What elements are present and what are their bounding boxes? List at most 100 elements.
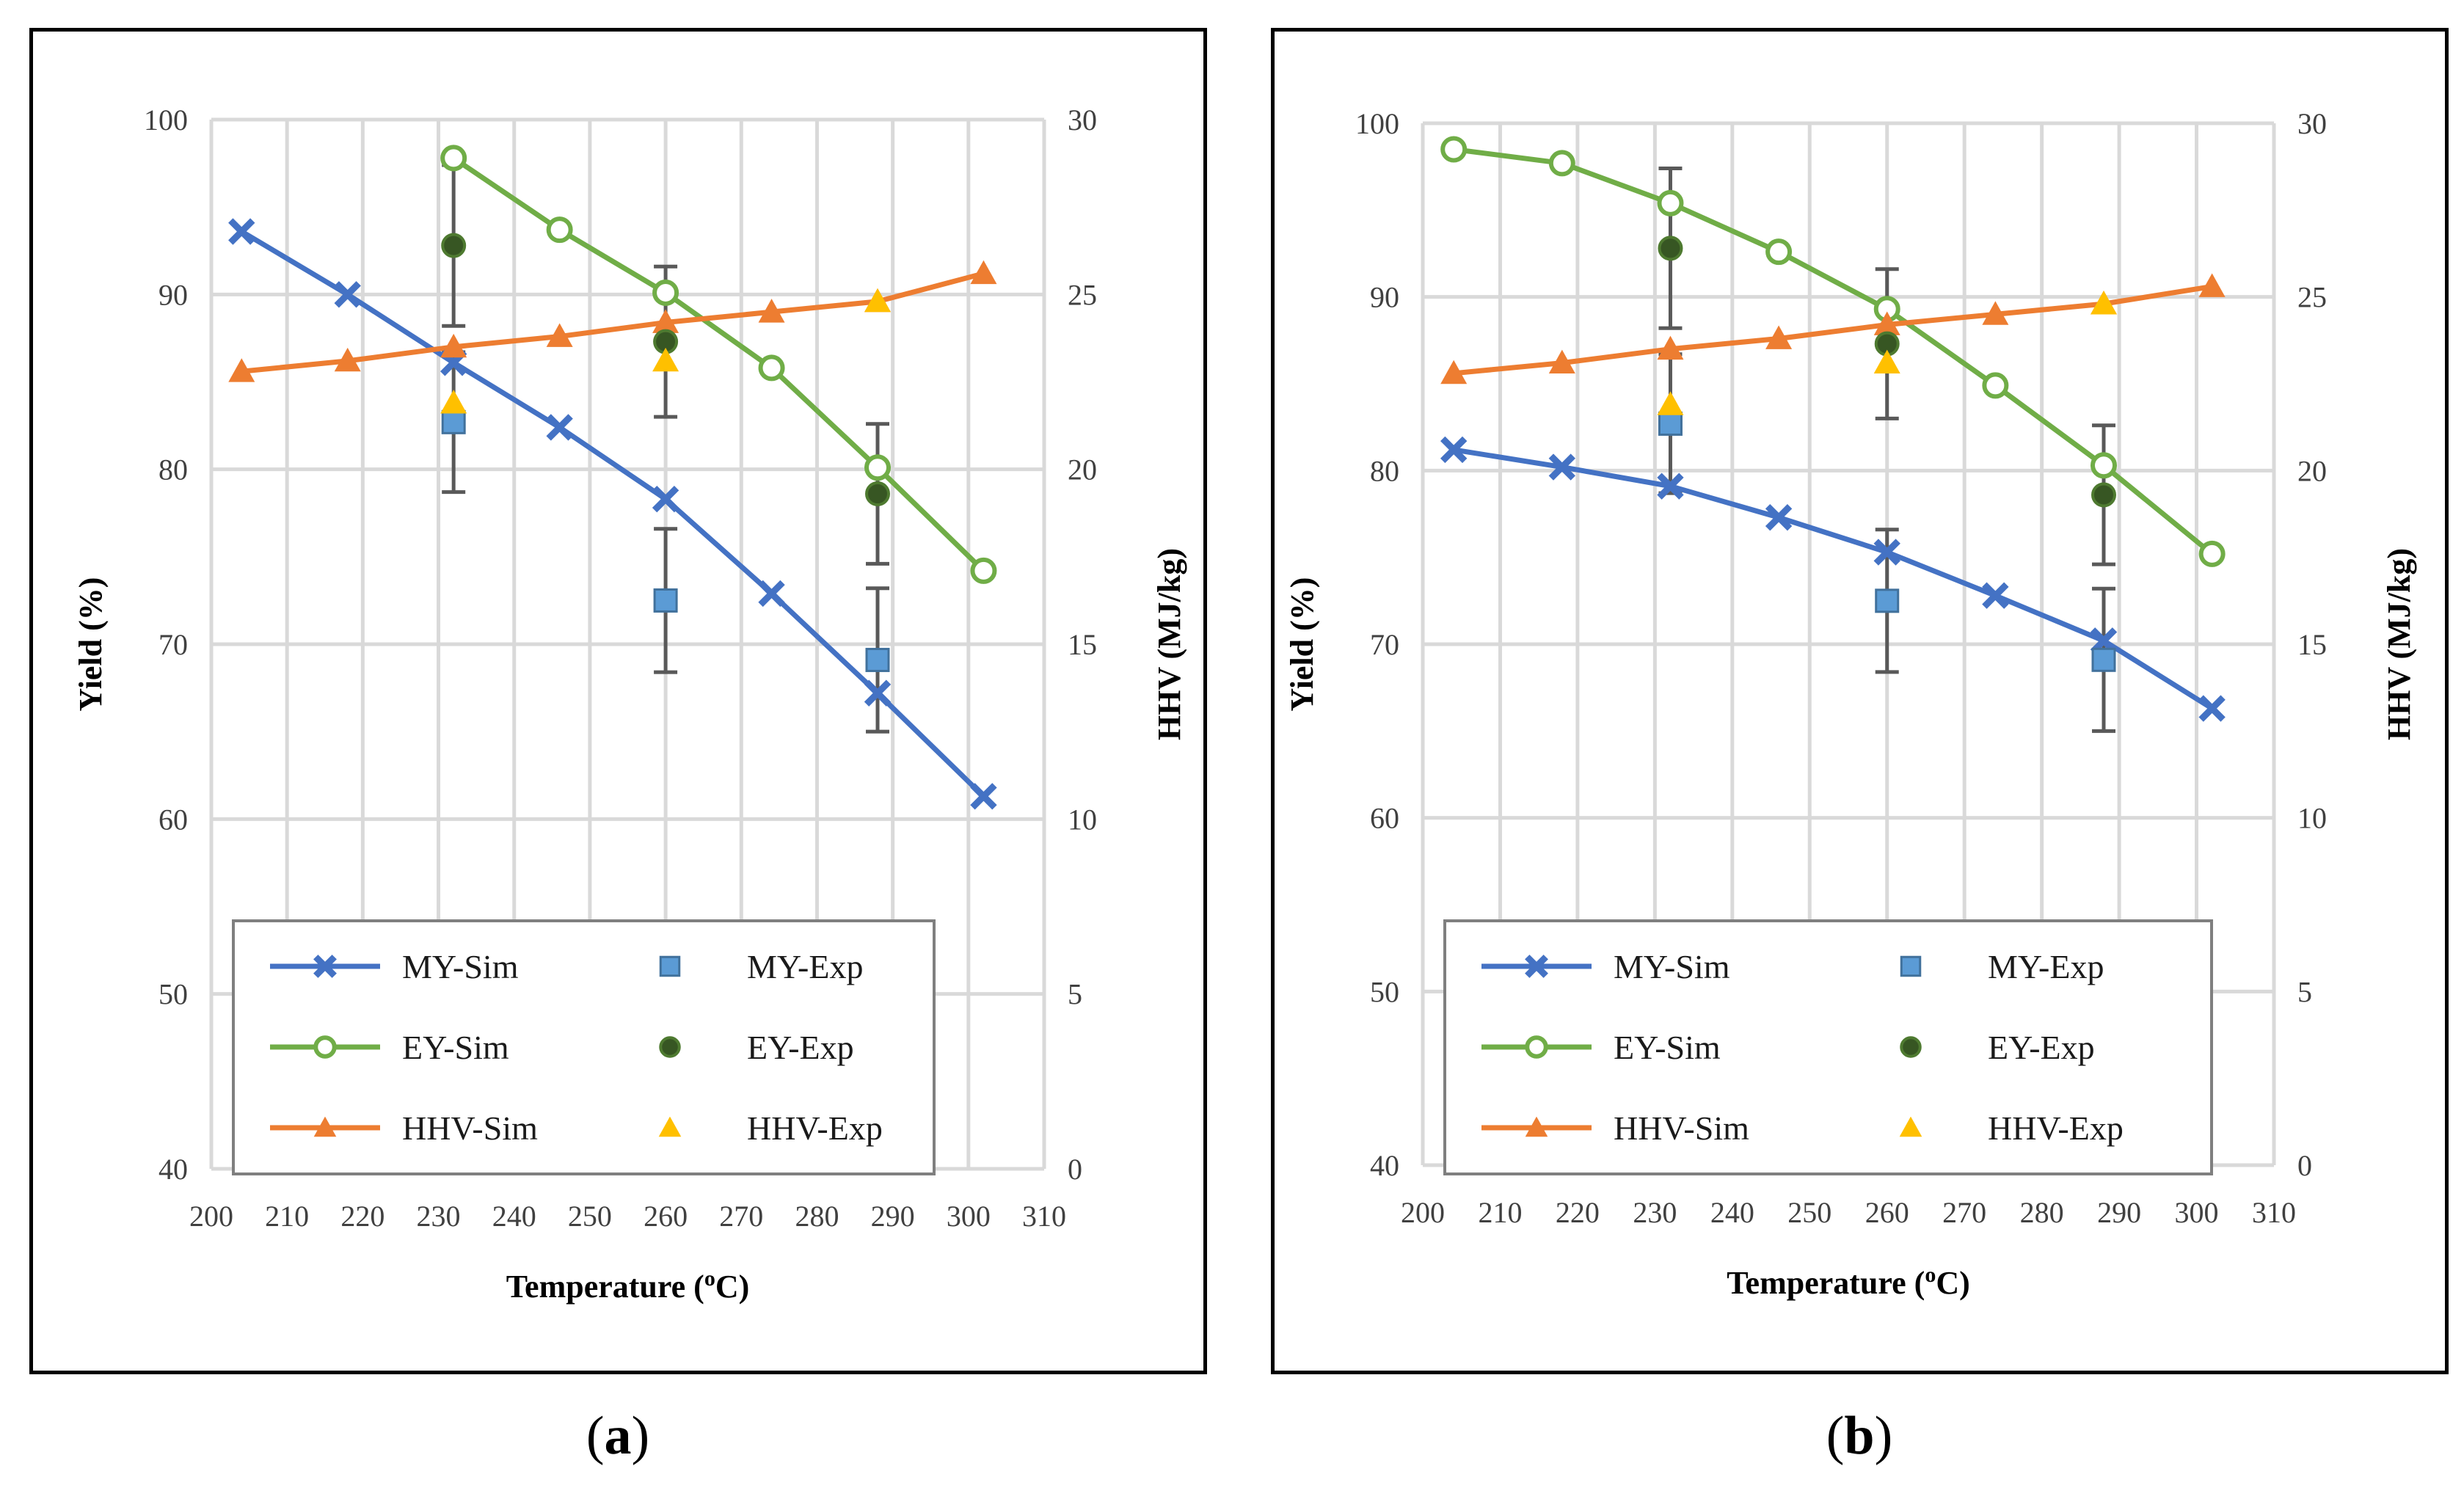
y2-tick-label: 25 — [2297, 281, 2327, 314]
data-point-ey-sim — [546, 216, 573, 244]
legend-label: HHV-Exp — [747, 1109, 883, 1147]
legend-swatch-marker — [659, 1036, 681, 1058]
x-tick-label: 220 — [1556, 1196, 1600, 1229]
legend-label: HHV-Sim — [1614, 1109, 1749, 1147]
data-point-my-exp — [653, 588, 678, 613]
y2-tick-label: 0 — [1068, 1153, 1082, 1186]
y-tick-label: 90 — [158, 278, 188, 311]
data-point-hhv-sim — [1765, 325, 1793, 349]
y-tick-label: 50 — [1370, 975, 1399, 1008]
data-point-my-sim — [2198, 695, 2226, 722]
x-tick-label: 240 — [1710, 1196, 1754, 1229]
x-tick-label: 280 — [795, 1200, 839, 1233]
data-point-my-exp — [1875, 588, 1900, 613]
y2-tick-label: 0 — [2297, 1149, 2312, 1182]
data-point-ey-sim — [758, 354, 785, 382]
x-tick-label: 200 — [189, 1200, 233, 1233]
y2-axis-title: HHV (MJ/kg) — [2381, 548, 2417, 740]
legend-swatch-marker — [1899, 1116, 1922, 1137]
data-point-hhv-sim — [1873, 311, 1900, 335]
x-tick-label: 250 — [568, 1200, 612, 1233]
x-axis-title: Temperature (oC) — [1727, 1263, 1970, 1302]
x-tick-label: 210 — [265, 1200, 309, 1233]
data-point-hhv-sim — [1982, 301, 2009, 325]
series-line-hhv-sim — [241, 271, 985, 374]
data-point-ey-sim — [864, 454, 891, 481]
data-point-my-sim — [864, 679, 892, 707]
plot-area — [1440, 136, 2226, 733]
y2-tick-label: 20 — [1068, 453, 1097, 486]
data-point-hhv-exp — [1873, 349, 1900, 373]
legend-label: MY-Sim — [402, 948, 519, 985]
legend-item-hhv-sim: HHV-Sim — [270, 1109, 538, 1147]
legend-swatch-marker — [1900, 955, 1922, 977]
data-point-ey-sim — [1982, 372, 2009, 399]
series-line-ey-sim — [452, 156, 985, 573]
x-tick-label: 260 — [1865, 1196, 1909, 1229]
legend-label: EY-Exp — [1988, 1029, 2095, 1066]
data-point-ey-exp — [1658, 236, 1683, 261]
legend-item-hhv-exp: HHV-Exp — [658, 1109, 883, 1147]
data-point-ey-exp — [441, 233, 467, 258]
series-line-my-sim — [1453, 447, 2214, 711]
legend-item-my-exp: MY-Exp — [1900, 948, 2104, 985]
legend-label: EY-Sim — [1614, 1029, 1721, 1066]
data-point-hhv-sim — [440, 333, 467, 358]
data-point-hhv-exp — [2091, 291, 2117, 315]
data-point-ey-exp — [865, 481, 890, 507]
x-tick-label: 280 — [2020, 1196, 2064, 1229]
legend-label: MY-Sim — [1614, 948, 1730, 985]
y2-axis-title: HHV (MJ/kg) — [1151, 548, 1187, 740]
plot-area — [228, 145, 997, 810]
x-tick-label: 200 — [1401, 1196, 1445, 1229]
data-point-hhv-sim — [334, 347, 361, 372]
legend-swatch-marker — [1900, 1036, 1922, 1058]
chart-panel-a: 200 210 220 230 240 250 260 270 280 290 300 310 40 50… — [29, 28, 1207, 1374]
y-tick-label: 70 — [1370, 628, 1399, 661]
data-point-my-sim — [970, 783, 997, 810]
x-tick-label: 270 — [719, 1200, 763, 1233]
legend-label: HHV-Sim — [402, 1109, 538, 1147]
y2-tick-label: 15 — [2297, 628, 2327, 661]
x-axis-title: Temperature (oC) — [506, 1266, 750, 1305]
y-tick-label: 100 — [144, 103, 188, 136]
legend-item-ey-sim: EY-Sim — [1481, 1029, 1721, 1066]
data-point-hhv-sim — [1657, 335, 1684, 360]
legend: MY-Sim MY-Exp EY-Sim EY-Exp HHV-Sim HHV-Exp — [232, 919, 936, 1175]
y-tick-label: 40 — [158, 1153, 188, 1186]
chart-b: 200 210 220 230 240 250 260 270 280 290 300 3104050… — [1284, 107, 2417, 1302]
caption-b: (b) — [1826, 1406, 1893, 1466]
y2-tick-label: 30 — [1068, 103, 1097, 136]
series-line-hhv-sim — [1453, 284, 2213, 376]
chart-a: 200 210 220 230 240 250 260 270 280 290 300 3104050… — [73, 103, 1187, 1305]
y2-tick-label: 15 — [1068, 628, 1097, 661]
y2-tick-label: 10 — [1068, 803, 1097, 836]
data-point-hhv-sim — [1548, 349, 1575, 373]
data-point-my-sim — [1440, 436, 1468, 464]
data-point-my-sim — [1982, 582, 2009, 609]
y2-tick-label: 20 — [2297, 454, 2327, 487]
x-tick-label: 300 — [2175, 1196, 2219, 1229]
data-point-my-exp — [865, 647, 890, 672]
y-axis-title: Yield (%) — [1284, 577, 1320, 712]
series-line-ey-sim — [1453, 147, 2214, 556]
legend-label: MY-Exp — [1988, 948, 2104, 985]
caption-a: (a) — [586, 1406, 650, 1466]
x-tick-label: 290 — [2097, 1196, 2141, 1229]
legend-swatch-marker — [1525, 1035, 1548, 1059]
x-tick-label: 210 — [1478, 1196, 1522, 1229]
y-tick-label: 60 — [158, 803, 188, 836]
x-tick-label: 250 — [1787, 1196, 1831, 1229]
data-point-my-exp — [2091, 647, 2116, 672]
data-point-my-sim — [1765, 504, 1793, 531]
legend-item-my-sim: MY-Sim — [1481, 948, 1730, 985]
data-point-ey-sim — [1548, 150, 1575, 177]
legend-swatch-marker — [313, 1116, 337, 1137]
legend-swatch-marker — [313, 955, 337, 978]
y-tick-label: 90 — [1370, 281, 1399, 314]
data-point-my-sim — [1873, 539, 1900, 566]
data-point-ey-exp — [2091, 482, 2116, 508]
data-point-my-sim — [652, 486, 679, 513]
data-point-hhv-sim — [970, 260, 997, 285]
x-tick-label: 310 — [1022, 1200, 1066, 1233]
